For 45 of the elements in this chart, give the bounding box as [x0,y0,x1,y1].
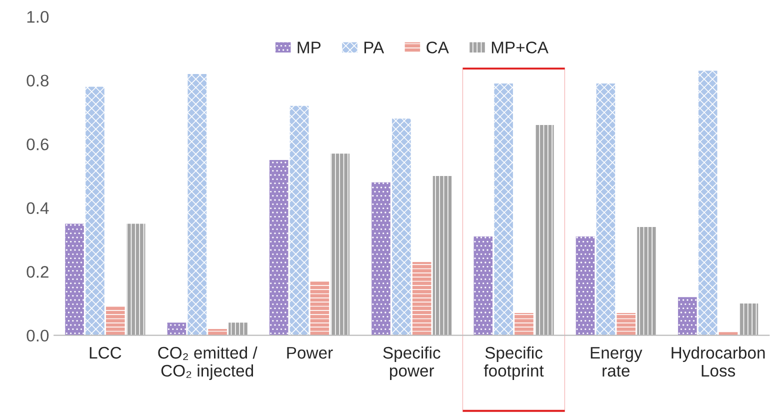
bar [126,224,146,336]
bar [576,236,595,336]
bar [698,70,718,336]
bar [514,313,534,336]
y-tick-label: 0.8 [26,74,49,87]
bar [372,182,390,336]
y-tick-label: 1.0 [27,10,49,23]
y-tick-label: 0.0 [26,330,49,342]
x-tick-label: CO₂ emitted / CO₂ injected [158,346,258,380]
bar [637,226,656,336]
bar [330,154,350,336]
bar [228,322,248,336]
x-tick-label: Hydrocarbon Loss [672,346,765,377]
bar [678,297,697,336]
bar [616,313,636,336]
x-tick-label: Power [287,347,333,359]
bar [718,332,738,336]
bar [290,106,309,336]
bar [167,322,186,336]
legend-label: MP [298,42,321,54]
bar [494,84,513,336]
bar [310,281,330,336]
legend-label: MP+CA [492,42,548,54]
bar [269,160,288,336]
bar [535,124,554,336]
x-tick-label: Energy rate [590,347,642,377]
y-tick-label: 0.2 [26,266,48,278]
bar [474,236,493,336]
bar [65,224,84,336]
bar [106,306,125,336]
x-tick-label: Specific power [383,346,440,380]
y-tick-label: 0.6 [26,138,49,150]
y-tick-label: 0.4 [26,202,49,214]
x-tick-label: Specific footprint [484,346,544,380]
bar [208,328,227,336]
bar [596,84,616,336]
legend-label: CA [426,42,449,54]
bar [392,118,411,336]
bar [432,176,452,336]
bar [188,74,207,336]
x-tick-label: LCC [90,346,122,359]
bar [739,303,758,336]
bar [86,86,104,336]
bar [412,262,432,336]
legend-label: PA [364,42,384,54]
